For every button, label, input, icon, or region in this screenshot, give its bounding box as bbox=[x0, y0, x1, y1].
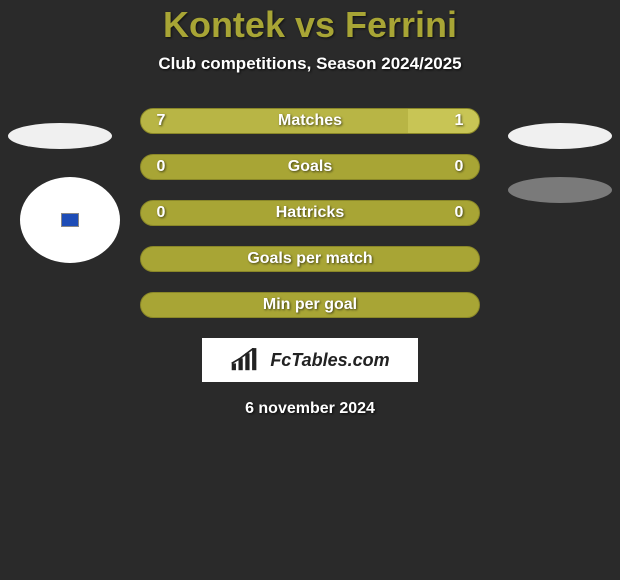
stat-value-right: 0 bbox=[439, 204, 479, 222]
player-left-avatar-2 bbox=[20, 177, 120, 263]
stat-value-left: 0 bbox=[141, 158, 181, 176]
date-label: 6 november 2024 bbox=[0, 400, 620, 418]
stat-label: Goals bbox=[181, 158, 439, 176]
stat-row: Min per goal bbox=[140, 292, 480, 318]
player-left-avatar-1 bbox=[8, 123, 112, 149]
stat-label: Matches bbox=[181, 112, 439, 130]
stat-value-right: 1 bbox=[439, 112, 479, 130]
stat-label: Min per goal bbox=[181, 296, 439, 314]
page-title: Kontek vs Ferrini bbox=[0, 4, 620, 46]
stat-row: 7Matches1 bbox=[140, 108, 480, 134]
player-right-avatar-2 bbox=[508, 177, 612, 203]
stat-row: 0Goals0 bbox=[140, 154, 480, 180]
stat-label: Goals per match bbox=[181, 250, 439, 268]
brand-banner[interactable]: FcTables.com bbox=[202, 338, 418, 382]
stat-label: Hattricks bbox=[181, 204, 439, 222]
stat-row: Goals per match bbox=[140, 246, 480, 272]
brand-text: FcTables.com bbox=[270, 350, 389, 371]
stat-value-right: 0 bbox=[439, 158, 479, 176]
flag-icon bbox=[61, 213, 79, 227]
stat-value-left: 7 bbox=[141, 112, 181, 130]
stat-value-left: 0 bbox=[141, 204, 181, 222]
stat-row: 0Hattricks0 bbox=[140, 200, 480, 226]
page-subtitle: Club competitions, Season 2024/2025 bbox=[0, 54, 620, 74]
chart-icon bbox=[230, 348, 264, 372]
player-right-avatar-1 bbox=[508, 123, 612, 149]
